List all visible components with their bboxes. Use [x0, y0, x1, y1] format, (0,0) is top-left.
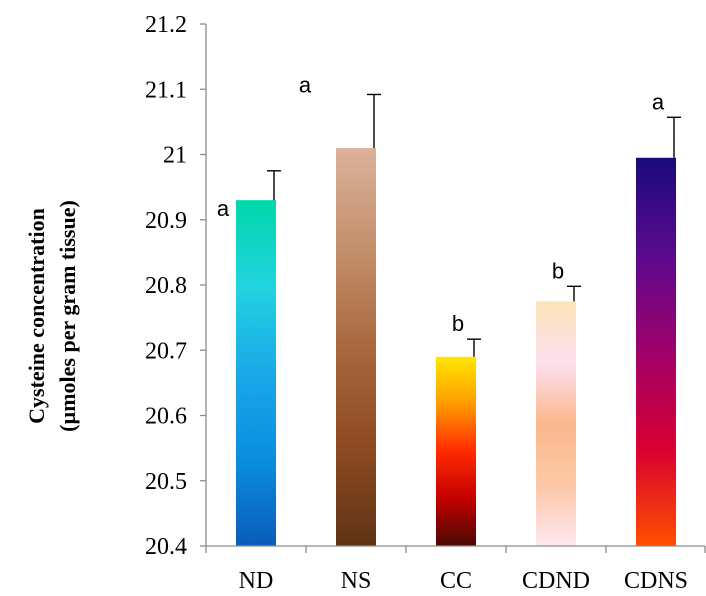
y-tick-label: 21: [163, 143, 187, 169]
x-tick-label-cdns: CDNS: [624, 568, 688, 594]
y-tick-label: 21.2: [145, 12, 187, 38]
x-tick-label-ns: NS: [341, 568, 372, 594]
y-tick-label: 20.9: [145, 208, 187, 234]
error-bar-cc: [467, 338, 481, 357]
error-bar-cdns: [667, 116, 681, 158]
y-tick-label: 21.1: [145, 77, 187, 103]
bar-cdnd: [536, 301, 576, 546]
x-tick-label-nd: ND: [239, 568, 274, 594]
bar-ns: [336, 147, 376, 546]
y-tick-label: 20.6: [145, 404, 187, 430]
error-bar-nd: [267, 170, 281, 201]
significance-label-cdns: a: [652, 89, 665, 114]
y-tick-label: 20.4: [145, 534, 187, 560]
bar-nd: [236, 200, 276, 547]
x-tick-label-cdnd: CDND: [522, 568, 590, 594]
error-bar-ns: [367, 93, 381, 148]
significance-label-cdnd: b: [552, 258, 564, 283]
significance-label-nd: a: [217, 196, 230, 221]
y-tick-label: 20.7: [145, 338, 187, 364]
y-tick-label: 20.8: [145, 273, 187, 299]
x-tick-label-cc: CC: [440, 568, 472, 594]
y-axis-label: Cysteine concentration (µmoles per gram …: [24, 200, 80, 432]
bar-cc: [436, 356, 476, 546]
error-bar-cdnd: [567, 285, 581, 302]
y-axis-label-line-2: (µmoles per gram tissue): [55, 200, 80, 432]
significance-label-ns: a: [299, 72, 312, 97]
significance-label-cc: b: [452, 311, 464, 336]
bar-cdns: [636, 157, 676, 546]
y-tick-label: 20.5: [145, 469, 187, 495]
y-axis-label-line-1: Cysteine concentration: [24, 208, 49, 424]
